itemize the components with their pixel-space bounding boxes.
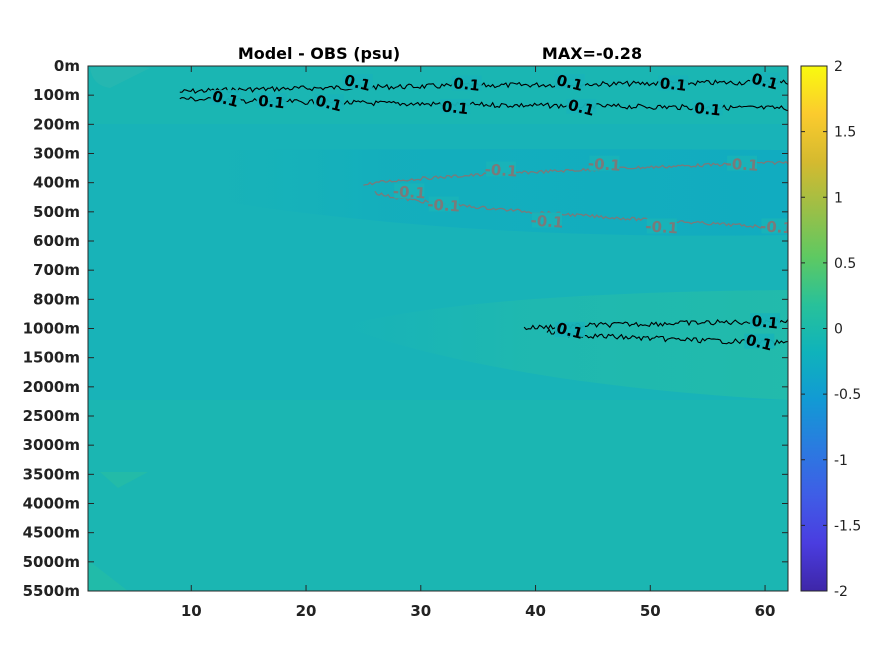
contour-label: 0.1 [744,331,774,355]
colorbar-tick-label: -1 [834,453,848,469]
contour-label-gap [554,74,585,90]
contour-label: 0.1 [210,87,240,111]
y-tick-label: 500m [33,203,80,221]
contour-label: -0.1 [530,211,564,231]
contour-label: 0.1 [751,312,779,333]
colorbar-tick-label: -0.5 [834,387,861,403]
contour-label: 0.1 [555,71,585,95]
contour-label-gap [210,90,241,106]
y-tick-label: 2000m [23,378,80,396]
heatmap-field: 0.1 0.1 0.1 0.1 0.10.1 0.1 0.1 0.1 0.1 0.1-0.1 -0.… [88,66,793,591]
contour-label: 0.1 [659,74,687,95]
field-band-surface [88,66,788,124]
contour-label-gap [313,94,344,110]
contour-label-gap [486,161,517,177]
contour-label-gap [342,74,373,90]
contour-label-gap [532,212,563,228]
x-tick-label: 50 [640,602,661,620]
x-tick-label: 10 [181,602,202,620]
colorbar: 2 1.5 1 0.5 0 -0.5 -1 -1.5 -2 [800,59,861,600]
field-band-deep [340,290,788,400]
field-patch-left [100,472,148,488]
contour-label-gap [692,100,723,116]
contour-label-gap [750,313,781,329]
contour-label: -0.1 [484,160,518,180]
y-tick-label: 600m [33,232,80,250]
y-tick-label: 4000m [23,495,80,513]
contour-label: 0.1 [566,96,596,120]
colorbar-tick-label: 1 [834,190,843,206]
x-tick-label: 40 [525,602,546,620]
y-tick-label: 700m [33,261,80,279]
contour-label-gap [744,333,775,349]
colorbar-tick-label: -2 [834,584,848,600]
contour-label-layer: 0.1 0.1 0.1 0.1 0.10.1 0.1 0.1 0.1 0.1 0.1-0.1 -0.… [210,70,793,355]
y-tick-label: 100m [33,86,80,104]
field-patch-corner [88,560,128,591]
contour-label: -0.1 [427,195,461,215]
contour-label-gap [554,321,585,337]
colorbar-tick-label: 2 [834,59,843,75]
x-tick-label: 30 [410,602,431,620]
contour-label: -0.1 [392,182,426,202]
colorbar-tick-label: 0 [834,322,843,338]
contour-label-gap [394,183,425,199]
chart-title: Model - OBS (psu) [238,44,400,63]
y-tick-label: 1000m [23,320,80,338]
y-tick-label: 0m [54,57,80,75]
contour-label-gap [727,155,758,171]
contour-label-gap [646,218,677,234]
contour-label: -0.1 [725,155,759,175]
x-axis: 10 20 30 40 50 60 [181,66,776,620]
colorbar-ticks: 2 1.5 1 0.5 0 -0.5 -1 -1.5 -2 [801,59,861,600]
contour-line [363,160,788,186]
contour-label-gap [750,72,781,88]
contour-label-gap [566,98,597,114]
x-tick-label: 20 [296,602,317,620]
contour-label: 0.1 [693,99,721,120]
colorbar-tick-label: 1.5 [834,125,856,141]
contour-label: 0.1 [452,74,480,95]
contour-label: 0.1 [257,92,285,113]
contour-label-gap [658,75,689,91]
y-tick-label: 5500m [23,582,80,600]
contour-label: -0.1 [645,217,679,237]
y-tick-label: 5000m [23,553,80,571]
contour-label-gap [428,196,459,212]
field-band-intermediate [210,149,788,236]
x-tick-label: 60 [755,602,776,620]
contour-label: 0.1 [750,70,780,94]
field-patch-surface-left [90,66,150,88]
y-tick-label: 200m [33,115,80,133]
y-tick-label: 1500m [23,349,80,367]
colorbar-bar [800,65,828,592]
contour-label-gap [440,98,471,114]
contour-label: 0.1 [441,97,469,118]
contour-label: 0.1 [314,91,344,115]
y-tick-label: 3500m [23,465,80,483]
colorbar-tick-label: -1.5 [834,518,861,534]
y-tick-label: 3000m [23,436,80,454]
contour-label: 0.1 [555,319,585,343]
colorbar-tick-label: 0.5 [834,256,856,272]
y-tick-label: 4500m [23,524,80,542]
contour-label-gap [761,218,788,234]
contour-label: -0.1 [759,217,793,237]
y-tick-label: 800m [33,290,80,308]
y-tick-label: 300m [33,145,80,163]
contour-label: -0.1 [587,155,621,175]
contour-label-gap [256,93,287,108]
y-axis: 0m 100m 200m 300m 400m 500m 600m 700m 800m 1000m 1… [23,57,788,600]
y-tick-label: 400m [33,174,80,192]
max-annotation: MAX=-0.28 [542,44,642,63]
contour-label-gap [451,75,482,91]
field-band-abyssal [88,400,788,591]
contour-label-gap [589,155,620,171]
y-tick-label: 2500m [23,407,80,425]
contour-label: 0.1 [342,71,372,95]
